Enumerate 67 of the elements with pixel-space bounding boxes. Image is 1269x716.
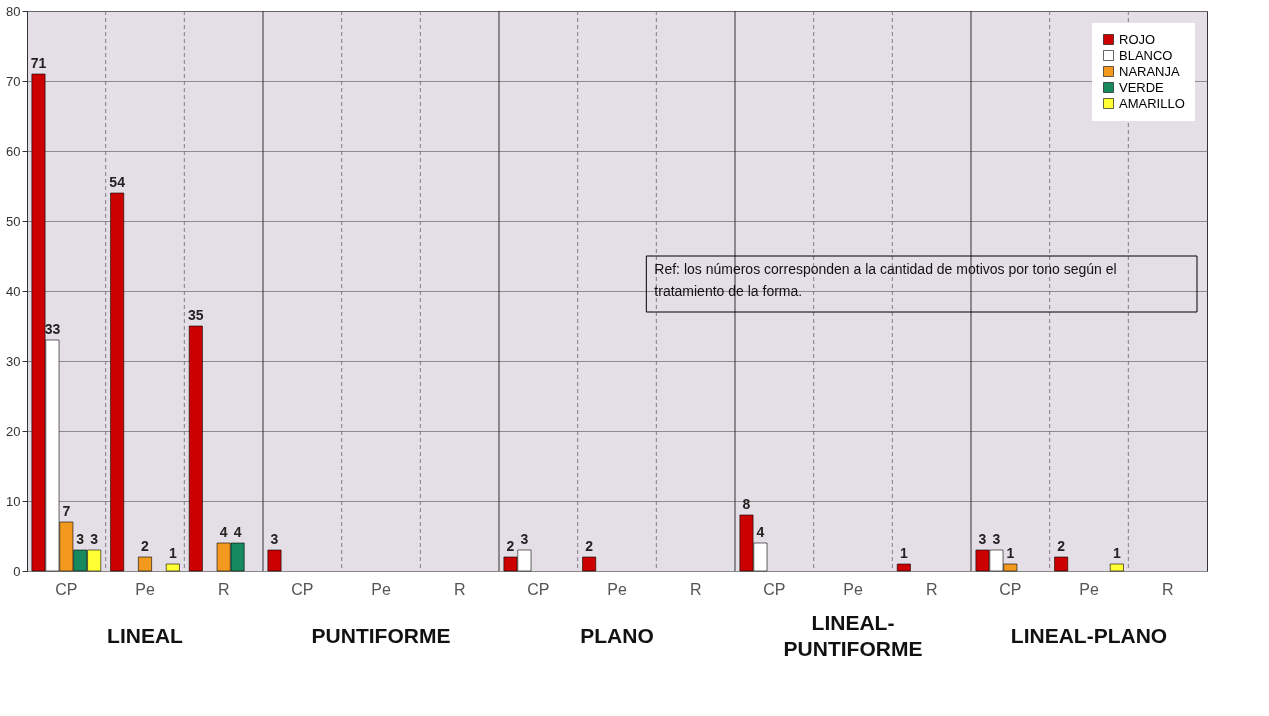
text: LINEAL — [107, 624, 184, 647]
data-label: 1 — [899, 545, 908, 561]
data-label: 3 — [90, 531, 99, 547]
y-tick-label: 80 — [6, 3, 21, 19]
data-label: 33 — [44, 321, 61, 337]
y-tick-label: 40 — [6, 283, 21, 299]
bar — [1054, 556, 1069, 572]
x-tick-label: Pe — [843, 580, 863, 598]
x-tick-label: R — [689, 580, 702, 598]
data-label: 3 — [520, 531, 529, 547]
data-label: 2 — [506, 538, 515, 554]
data-label: 71 — [30, 55, 47, 71]
data-label: 35 — [188, 307, 204, 323]
data-label: 3 — [270, 531, 279, 547]
data-label: 3 — [76, 531, 85, 547]
legend-label: BLANCO — [1119, 47, 1173, 63]
data-label: 3 — [992, 531, 1001, 547]
data-label: 54 — [109, 174, 126, 190]
x-tick-label: CP — [763, 580, 786, 598]
data-label: 4 — [219, 524, 228, 540]
bar — [1109, 563, 1124, 572]
data-label: 2 — [141, 538, 150, 554]
data-label: 4 — [233, 524, 242, 540]
y-tick-label: 30 — [6, 353, 21, 369]
bar — [267, 549, 282, 572]
bar — [582, 556, 597, 572]
legend-label: NARANJA — [1119, 63, 1181, 79]
data-label: 7 — [62, 503, 71, 519]
data-label: 1 — [1006, 545, 1015, 561]
x-tick-label: Pe — [135, 580, 155, 598]
x-tick-label: CP — [527, 580, 550, 598]
x-tick-label: CP — [999, 580, 1022, 598]
x-tick-label: Pe — [607, 580, 627, 598]
y-tick-label: 60 — [6, 143, 21, 159]
text: LINEAL-PUNTIFORME — [783, 611, 923, 660]
x-tick-label: R — [453, 580, 466, 598]
text: LINEAL-PLANO — [1010, 624, 1168, 647]
annotation: Ref: los números corresponden a la cantidad de motivos por tono según el tratamiento de la forma. — [654, 261, 1117, 299]
data-label: 1 — [168, 545, 177, 561]
bar — [138, 556, 152, 572]
y-tick-label: 20 — [6, 423, 21, 439]
x-tick-label: CP — [291, 580, 314, 598]
x-tick-label: R — [925, 580, 938, 598]
x-tick-label: R — [1161, 580, 1174, 598]
y-tick-label: 70 — [6, 73, 21, 89]
data-label: 3 — [978, 531, 987, 547]
x-tick-label: R — [217, 580, 230, 598]
data-label: 2 — [1057, 538, 1066, 554]
text: PLANO — [580, 624, 654, 647]
legend-label: VERDE — [1119, 79, 1165, 95]
y-tick-label: 50 — [6, 213, 21, 229]
y-tick-label: 10 — [6, 493, 21, 509]
bar — [896, 563, 911, 572]
x-tick-label: Pe — [371, 580, 391, 598]
data-label: 4 — [756, 524, 765, 540]
data-label: 8 — [742, 496, 751, 512]
data-label: 1 — [1112, 545, 1121, 561]
data-label: 2 — [585, 538, 594, 554]
bar — [188, 325, 203, 572]
x-tick-label: CP — [55, 580, 78, 598]
text: PUNTIFORME — [311, 624, 451, 647]
x-tick-label: Pe — [1079, 580, 1099, 598]
y-tick-label: 0 — [13, 563, 21, 579]
bar — [165, 563, 180, 572]
legend-label: ROJO — [1119, 31, 1156, 47]
bar — [110, 192, 125, 572]
legend-label: AMARILLO — [1119, 95, 1185, 111]
